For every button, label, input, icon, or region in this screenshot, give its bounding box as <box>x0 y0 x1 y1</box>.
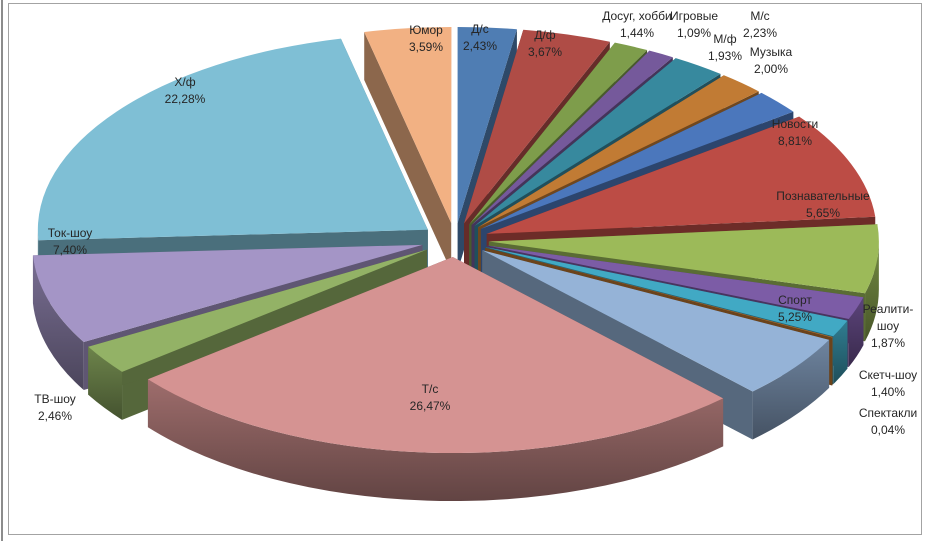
data-label-7[interactable]: Новости 8,81% <box>772 116 818 150</box>
slice-rim-wall <box>88 346 123 420</box>
data-label-1[interactable]: Д/ф 3,67% <box>528 27 562 61</box>
data-label-line: ТВ-шоу <box>34 392 76 406</box>
data-label-line: Д/с <box>471 22 489 36</box>
slice-rim-wall <box>848 297 864 367</box>
data-label-line: Д/ф <box>534 28 556 42</box>
slice-top-face <box>478 75 759 228</box>
data-label-2[interactable]: Досуг, хобби 1,44% <box>602 8 672 42</box>
data-label-line: шоу <box>876 319 900 333</box>
data-label-line: 5,65% <box>805 206 841 220</box>
data-label-0[interactable]: Д/с 2,43% <box>463 21 497 55</box>
data-label-line: Игровые <box>669 9 719 23</box>
slice-side-wall <box>364 31 452 272</box>
data-label-11[interactable]: Спектакли 0,04% <box>859 405 917 439</box>
slice-top-face <box>457 26 517 223</box>
slice-rim-wall <box>833 320 848 385</box>
data-label-14[interactable]: ТВ-шоу 2,46% <box>34 391 76 425</box>
data-label-16[interactable]: Х/ф 22,28% <box>165 74 206 108</box>
window-left-edge <box>1 0 3 541</box>
data-label-line: Реалити- <box>862 302 914 316</box>
slice-rim-wall <box>147 379 724 502</box>
data-label-line: 3,67% <box>527 45 563 59</box>
data-label-15[interactable]: Ток-шоу 7,40% <box>48 225 92 259</box>
slice-rim-wall <box>32 255 84 391</box>
data-label-line: Ток-шоу <box>47 226 93 240</box>
data-label-line: 0,04% <box>870 423 906 437</box>
slice-top-face <box>487 245 864 319</box>
slice-top-face <box>485 247 833 338</box>
slice-top-face <box>480 92 794 229</box>
data-label-line: 1,87% <box>870 336 906 350</box>
slice-top-face <box>88 249 427 372</box>
slice-top-face <box>469 42 648 225</box>
slice-top-face <box>474 58 721 227</box>
slice-top-face <box>37 38 428 241</box>
data-label-line: 8,81% <box>777 134 813 148</box>
data-label-line: Т/с <box>421 382 439 396</box>
data-label-line: Спектакли <box>858 406 918 420</box>
slice-top-face <box>482 250 830 392</box>
data-label-12[interactable]: Спорт 5,25% <box>778 292 812 326</box>
slice-top-face <box>485 247 848 337</box>
data-label-9[interactable]: Реалити-шоу 1,87% <box>863 301 914 352</box>
data-label-line: Познавательные <box>776 189 870 203</box>
data-label-3[interactable]: Игровые 1,09% <box>670 8 718 42</box>
data-label-17[interactable]: Юмор 3,59% <box>409 22 443 56</box>
slice-rim-wall <box>752 339 830 440</box>
slice-top-face <box>464 29 610 224</box>
data-label-4[interactable]: М/с 2,23% <box>743 8 777 42</box>
data-label-line: Новости <box>771 117 819 131</box>
slice-rim-wall <box>865 241 879 342</box>
data-label-line: Музыка <box>749 45 793 59</box>
slice-top-face <box>147 257 724 454</box>
data-label-line: Спорт <box>778 293 812 307</box>
data-label-line: Досуг, хобби <box>602 9 672 23</box>
pie-slice-17[interactable] <box>364 27 452 272</box>
slice-top-face <box>364 27 452 224</box>
slice-top-face <box>486 116 876 234</box>
data-label-line: 1,44% <box>619 26 655 40</box>
slice-side-wall <box>88 249 427 395</box>
data-label-line: 2,23% <box>742 26 778 40</box>
data-label-line: 26,47% <box>409 399 451 413</box>
data-label-line: Скетч-шоу <box>858 368 918 382</box>
data-label-line: 7,40% <box>52 243 88 257</box>
data-label-13[interactable]: Т/с 26,47% <box>410 381 451 415</box>
data-label-5[interactable]: М/ф 1,93% <box>708 31 742 65</box>
data-label-10[interactable]: Скетч-шоу 1,40% <box>859 367 917 401</box>
data-label-line: Х/ф <box>174 75 196 89</box>
data-label-line: 1,09% <box>676 26 712 40</box>
data-label-line: 2,43% <box>462 39 498 53</box>
data-label-line: Юмор <box>409 23 443 37</box>
data-label-line: М/с <box>750 9 770 23</box>
data-label-8[interactable]: Познавательные 5,65% <box>776 188 869 222</box>
slice-top-face <box>488 224 879 294</box>
pie-slice-13[interactable] <box>147 257 724 502</box>
data-label-line: 2,46% <box>37 409 73 423</box>
data-label-line: 22,28% <box>164 92 206 106</box>
data-label-6[interactable]: Музыка 2,00% <box>750 44 792 78</box>
data-label-line: 5,25% <box>777 310 813 324</box>
data-label-line: 1,93% <box>707 49 743 63</box>
data-label-line: М/ф <box>713 32 737 46</box>
data-label-line: 1,40% <box>870 385 906 399</box>
data-label-line: 3,59% <box>408 40 444 54</box>
data-label-line: 2,00% <box>753 62 789 76</box>
slice-top-face <box>471 50 673 226</box>
slice-top-face <box>32 244 423 343</box>
